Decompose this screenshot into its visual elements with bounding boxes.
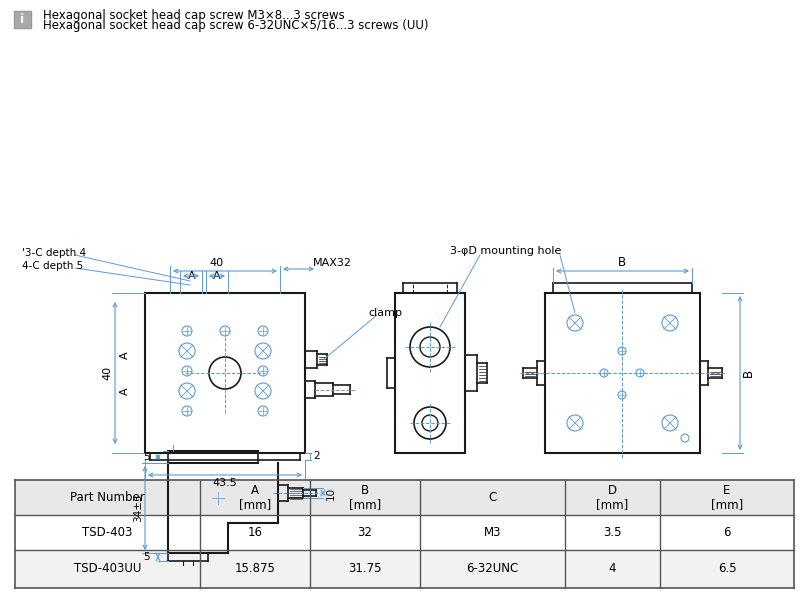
- Text: 34±3: 34±3: [133, 494, 143, 522]
- Text: 15.875: 15.875: [235, 563, 275, 575]
- Text: TSD-403UU: TSD-403UU: [74, 563, 142, 575]
- Text: C: C: [489, 491, 497, 504]
- Text: A
[mm]: A [mm]: [239, 484, 271, 511]
- Text: B
[mm]: B [mm]: [349, 484, 381, 511]
- Text: 6.5: 6.5: [718, 563, 736, 575]
- Text: 3-φD mounting hole: 3-φD mounting hole: [450, 246, 561, 256]
- Text: Hexagonal socket head cap screw M3×8...3 screws: Hexagonal socket head cap screw M3×8...3…: [43, 8, 345, 22]
- Text: D
[mm]: D [mm]: [596, 484, 629, 511]
- Text: Hexagonal socket head cap screw 6-32UNC×5/16...3 screws (UU): Hexagonal socket head cap screw 6-32UNC×…: [43, 19, 429, 31]
- Text: E
[mm]: E [mm]: [711, 484, 743, 511]
- Bar: [15, 550, 794, 588]
- Text: 16: 16: [248, 526, 262, 539]
- Text: 5: 5: [143, 552, 150, 562]
- Text: A: A: [188, 271, 196, 281]
- Text: 6-32UNC: 6-32UNC: [466, 563, 519, 575]
- Bar: [15, 515, 794, 550]
- Text: TSD-403: TSD-403: [83, 526, 133, 539]
- Text: 40: 40: [210, 258, 224, 268]
- Bar: [15, 480, 794, 515]
- Text: 3.5: 3.5: [604, 526, 622, 539]
- Text: 43.5: 43.5: [213, 478, 237, 488]
- Text: MAX32: MAX32: [313, 258, 352, 268]
- Text: M3: M3: [484, 526, 502, 539]
- Text: 6: 6: [723, 526, 731, 539]
- FancyBboxPatch shape: [14, 11, 31, 28]
- Text: i: i: [20, 13, 24, 26]
- Text: 4-C depth 5: 4-C depth 5: [22, 261, 83, 271]
- Text: 10: 10: [326, 487, 336, 499]
- Text: B: B: [742, 369, 755, 377]
- Text: '3-C depth 4: '3-C depth 4: [22, 248, 86, 258]
- Text: 40: 40: [102, 366, 112, 380]
- Text: clamp: clamp: [368, 308, 402, 318]
- Text: 31.75: 31.75: [348, 563, 382, 575]
- Text: A: A: [120, 351, 130, 359]
- Text: B: B: [618, 256, 626, 270]
- Text: Part Number: Part Number: [70, 491, 145, 504]
- Text: 4: 4: [608, 563, 616, 575]
- Text: 2: 2: [313, 451, 320, 461]
- Text: 5: 5: [143, 452, 150, 462]
- Text: A: A: [120, 387, 130, 395]
- Text: 32: 32: [358, 526, 372, 539]
- Text: A: A: [214, 271, 221, 281]
